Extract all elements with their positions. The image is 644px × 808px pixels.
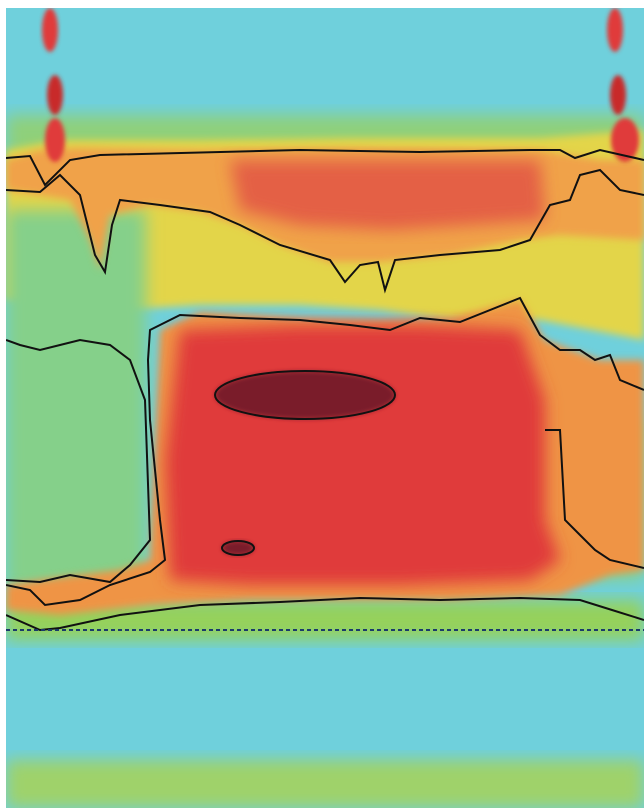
contour-dark-core-upper [214, 370, 396, 420]
contour-upper-boundary [6, 148, 644, 187]
contour-right-inner [545, 429, 644, 569]
contour-main-orange [6, 296, 644, 607]
dark-core-upper [215, 371, 395, 419]
left-green-region [6, 210, 146, 590]
left-edge-spot-mid [47, 75, 63, 115]
dark-core-lower [222, 541, 254, 555]
right-edge-spot-top [607, 8, 623, 52]
contour-left-inner [6, 338, 152, 584]
contour-upper-orange [6, 168, 644, 294]
bottom-green-band [6, 760, 644, 808]
right-edge-spot-low [611, 118, 639, 162]
contour-lower-boundary [6, 596, 644, 632]
contour-dark-core-lower [221, 540, 255, 556]
right-edge-spot-mid [610, 75, 626, 115]
upper-red-region [230, 160, 545, 230]
left-edge-spot-top [42, 8, 58, 52]
left-edge-spot-low [45, 118, 65, 162]
